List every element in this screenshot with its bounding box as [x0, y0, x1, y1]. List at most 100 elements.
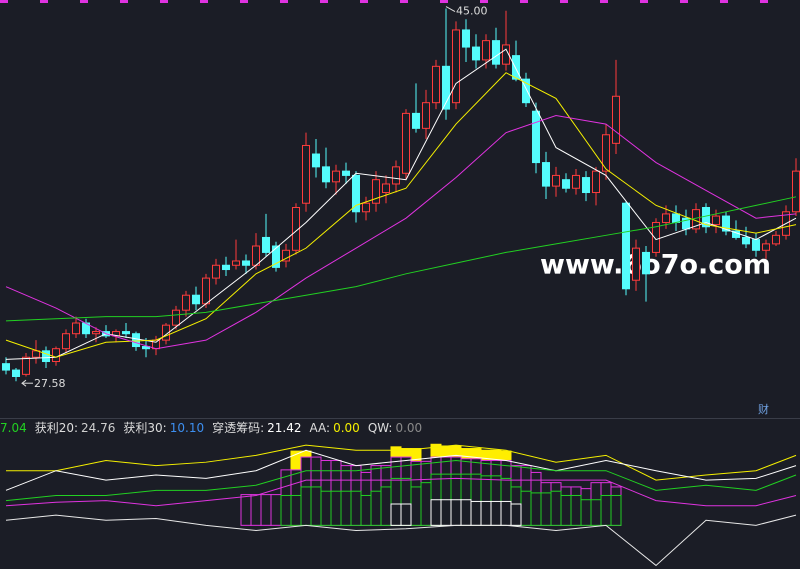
indicator-bar: [430, 499, 442, 526]
candle-body: [752, 239, 760, 251]
candle-body: [772, 234, 780, 245]
indicator-bar: [480, 500, 492, 526]
candle-body: [42, 350, 50, 363]
candle-body: [62, 333, 70, 350]
candle-body: [292, 207, 300, 251]
indicator-bar: [280, 494, 292, 526]
candle-body: [642, 251, 650, 275]
indicator-bar: [460, 499, 472, 526]
legend-item: 获利20: 24.76: [35, 419, 116, 437]
candle-body: [362, 202, 370, 213]
moving-average: [5, 115, 797, 350]
indicator-bar: [240, 494, 252, 526]
candle-body: [252, 245, 260, 266]
indicator-bar: [550, 490, 562, 526]
corner-label: 财: [758, 402, 769, 416]
indicator-bar: [300, 486, 312, 526]
candle-body: [12, 369, 20, 377]
candle-body: [342, 170, 350, 176]
candle-body: [132, 333, 140, 348]
candle-body: [722, 215, 730, 232]
watermark: www.6o7o.com: [540, 250, 771, 281]
legend-name: AA:: [309, 421, 331, 435]
candle-body: [662, 213, 670, 223]
candle-body: [312, 153, 320, 168]
legend-item: 7.04: [0, 419, 27, 437]
indicator-bar: [470, 500, 482, 526]
candle-body: [172, 309, 180, 326]
legend-item: QW: 0.00: [368, 419, 422, 437]
indicator-bar: [590, 499, 602, 526]
candle-body: [72, 322, 80, 335]
candle-body: [22, 356, 30, 375]
candle-body: [282, 249, 290, 262]
candle-body: [672, 213, 680, 223]
candle-body: [522, 78, 530, 104]
indicator-bar: [370, 490, 382, 526]
candle-body: [602, 134, 610, 172]
indicator-bar: [320, 490, 332, 526]
legend-name: 获利30:: [123, 421, 167, 435]
candle-body: [242, 260, 250, 266]
indicator-bar: [390, 503, 402, 526]
candle-body: [482, 40, 490, 61]
indicator-line: [6, 444, 797, 481]
candle-body: [192, 294, 200, 305]
candle-body: [542, 162, 550, 187]
indicator-bar: [290, 494, 302, 526]
legend-name: QW:: [367, 421, 393, 435]
candle-body: [182, 294, 190, 311]
candle-body: [572, 174, 580, 189]
indicator-line: [5, 449, 797, 491]
candle-body: [412, 112, 420, 129]
candle-body: [502, 44, 510, 65]
indicator-bar: [350, 490, 362, 526]
candle-body: [232, 260, 240, 266]
candle-body: [532, 110, 540, 164]
candle-body: [52, 348, 60, 363]
indicator-line: [5, 477, 797, 507]
candle-body: [262, 236, 270, 253]
candle-body: [332, 170, 340, 183]
indicator-bar: [440, 499, 452, 526]
candle-body: [632, 247, 640, 281]
indicator-bar: [530, 492, 542, 526]
indicator-bar: [400, 503, 412, 526]
candle-body: [212, 264, 220, 279]
candle-body: [2, 363, 10, 371]
candle-body: [562, 179, 570, 189]
indicator-bar: [490, 500, 502, 526]
indicator-bar: [450, 499, 462, 526]
candle-body: [422, 102, 430, 129]
candle-body: [452, 29, 460, 104]
indicator-bar: [580, 499, 592, 526]
indicator-bar: [420, 482, 432, 526]
legend-name: 获利20:: [34, 421, 79, 435]
candle-body: [32, 350, 40, 358]
candle-body: [432, 65, 440, 104]
indicator-bar: [250, 494, 262, 526]
indicator-bar: [610, 494, 622, 526]
indicator-bar: [540, 492, 552, 526]
candle-body: [372, 179, 380, 204]
candle-body: [162, 324, 170, 341]
indicator-line: [5, 514, 797, 567]
legend-item: 穿透筹码: 21.42: [212, 419, 301, 437]
legend-item: AA: 0.00: [310, 419, 360, 437]
legend-value: 7.04: [0, 421, 27, 435]
candle-body: [492, 40, 500, 65]
candle-body: [222, 264, 230, 271]
indicator-bar: [270, 494, 282, 526]
legend-value: 21.42: [267, 421, 302, 435]
indicator-bar: [340, 490, 352, 526]
moving-average: [5, 196, 797, 322]
indicator-line: [5, 459, 797, 502]
candle-body: [392, 166, 400, 185]
candle-body: [322, 166, 330, 183]
indicator-bar: [310, 486, 322, 526]
candle-body: [742, 236, 750, 245]
indicator-bar: [600, 494, 612, 526]
legend-item: 获利30: 10.10: [123, 419, 204, 437]
candle-body: [612, 95, 620, 144]
